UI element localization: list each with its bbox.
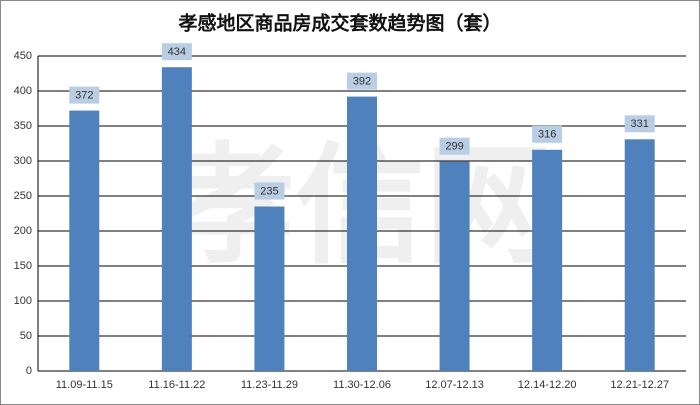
bar — [161, 67, 192, 371]
y-tick-label: 50 — [20, 330, 32, 342]
value-label-box — [161, 43, 192, 61]
bar — [624, 139, 655, 371]
x-tick-label: 12.14-12.20 — [518, 379, 577, 391]
bar — [439, 161, 470, 371]
y-tick-label: 250 — [14, 190, 32, 202]
x-tick-label: 12.21-12.27 — [610, 379, 669, 391]
value-label-box — [532, 125, 563, 143]
y-tick-label: 100 — [14, 295, 32, 307]
y-tick-label: 350 — [14, 120, 32, 132]
bar — [254, 206, 285, 371]
value-label: 331 — [631, 118, 649, 130]
y-tick-label: 200 — [14, 225, 32, 237]
value-label-box — [347, 72, 377, 90]
x-tick-label: 11.09-11.15 — [56, 379, 113, 391]
y-tick-label: 300 — [14, 155, 32, 167]
bar — [347, 96, 377, 371]
value-label-box — [439, 137, 470, 155]
value-label: 392 — [353, 76, 371, 88]
x-tick-label: 11.16-11.22 — [148, 379, 205, 391]
value-label: 316 — [538, 129, 556, 141]
bar — [532, 149, 563, 371]
y-tick-label: 450 — [14, 50, 32, 62]
bar — [69, 110, 100, 371]
value-label: 299 — [445, 141, 463, 153]
value-label-box — [624, 115, 655, 133]
x-tick-label: 11.23-11.29 — [241, 379, 298, 391]
y-tick-label: 150 — [14, 260, 32, 272]
value-label: 372 — [75, 90, 93, 102]
value-label: 235 — [260, 185, 278, 197]
x-tick-label: 11.30-12.06 — [333, 379, 391, 391]
value-label-box — [254, 182, 285, 200]
y-tick-label: 0 — [26, 365, 32, 377]
value-label-box — [69, 86, 100, 104]
y-tick-label: 400 — [14, 85, 32, 97]
value-label: 434 — [168, 46, 186, 58]
chart-title: 孝感地区商品房成交套数趋势图（套） — [178, 12, 501, 35]
x-tick-label: 12.07-12.13 — [425, 379, 484, 391]
